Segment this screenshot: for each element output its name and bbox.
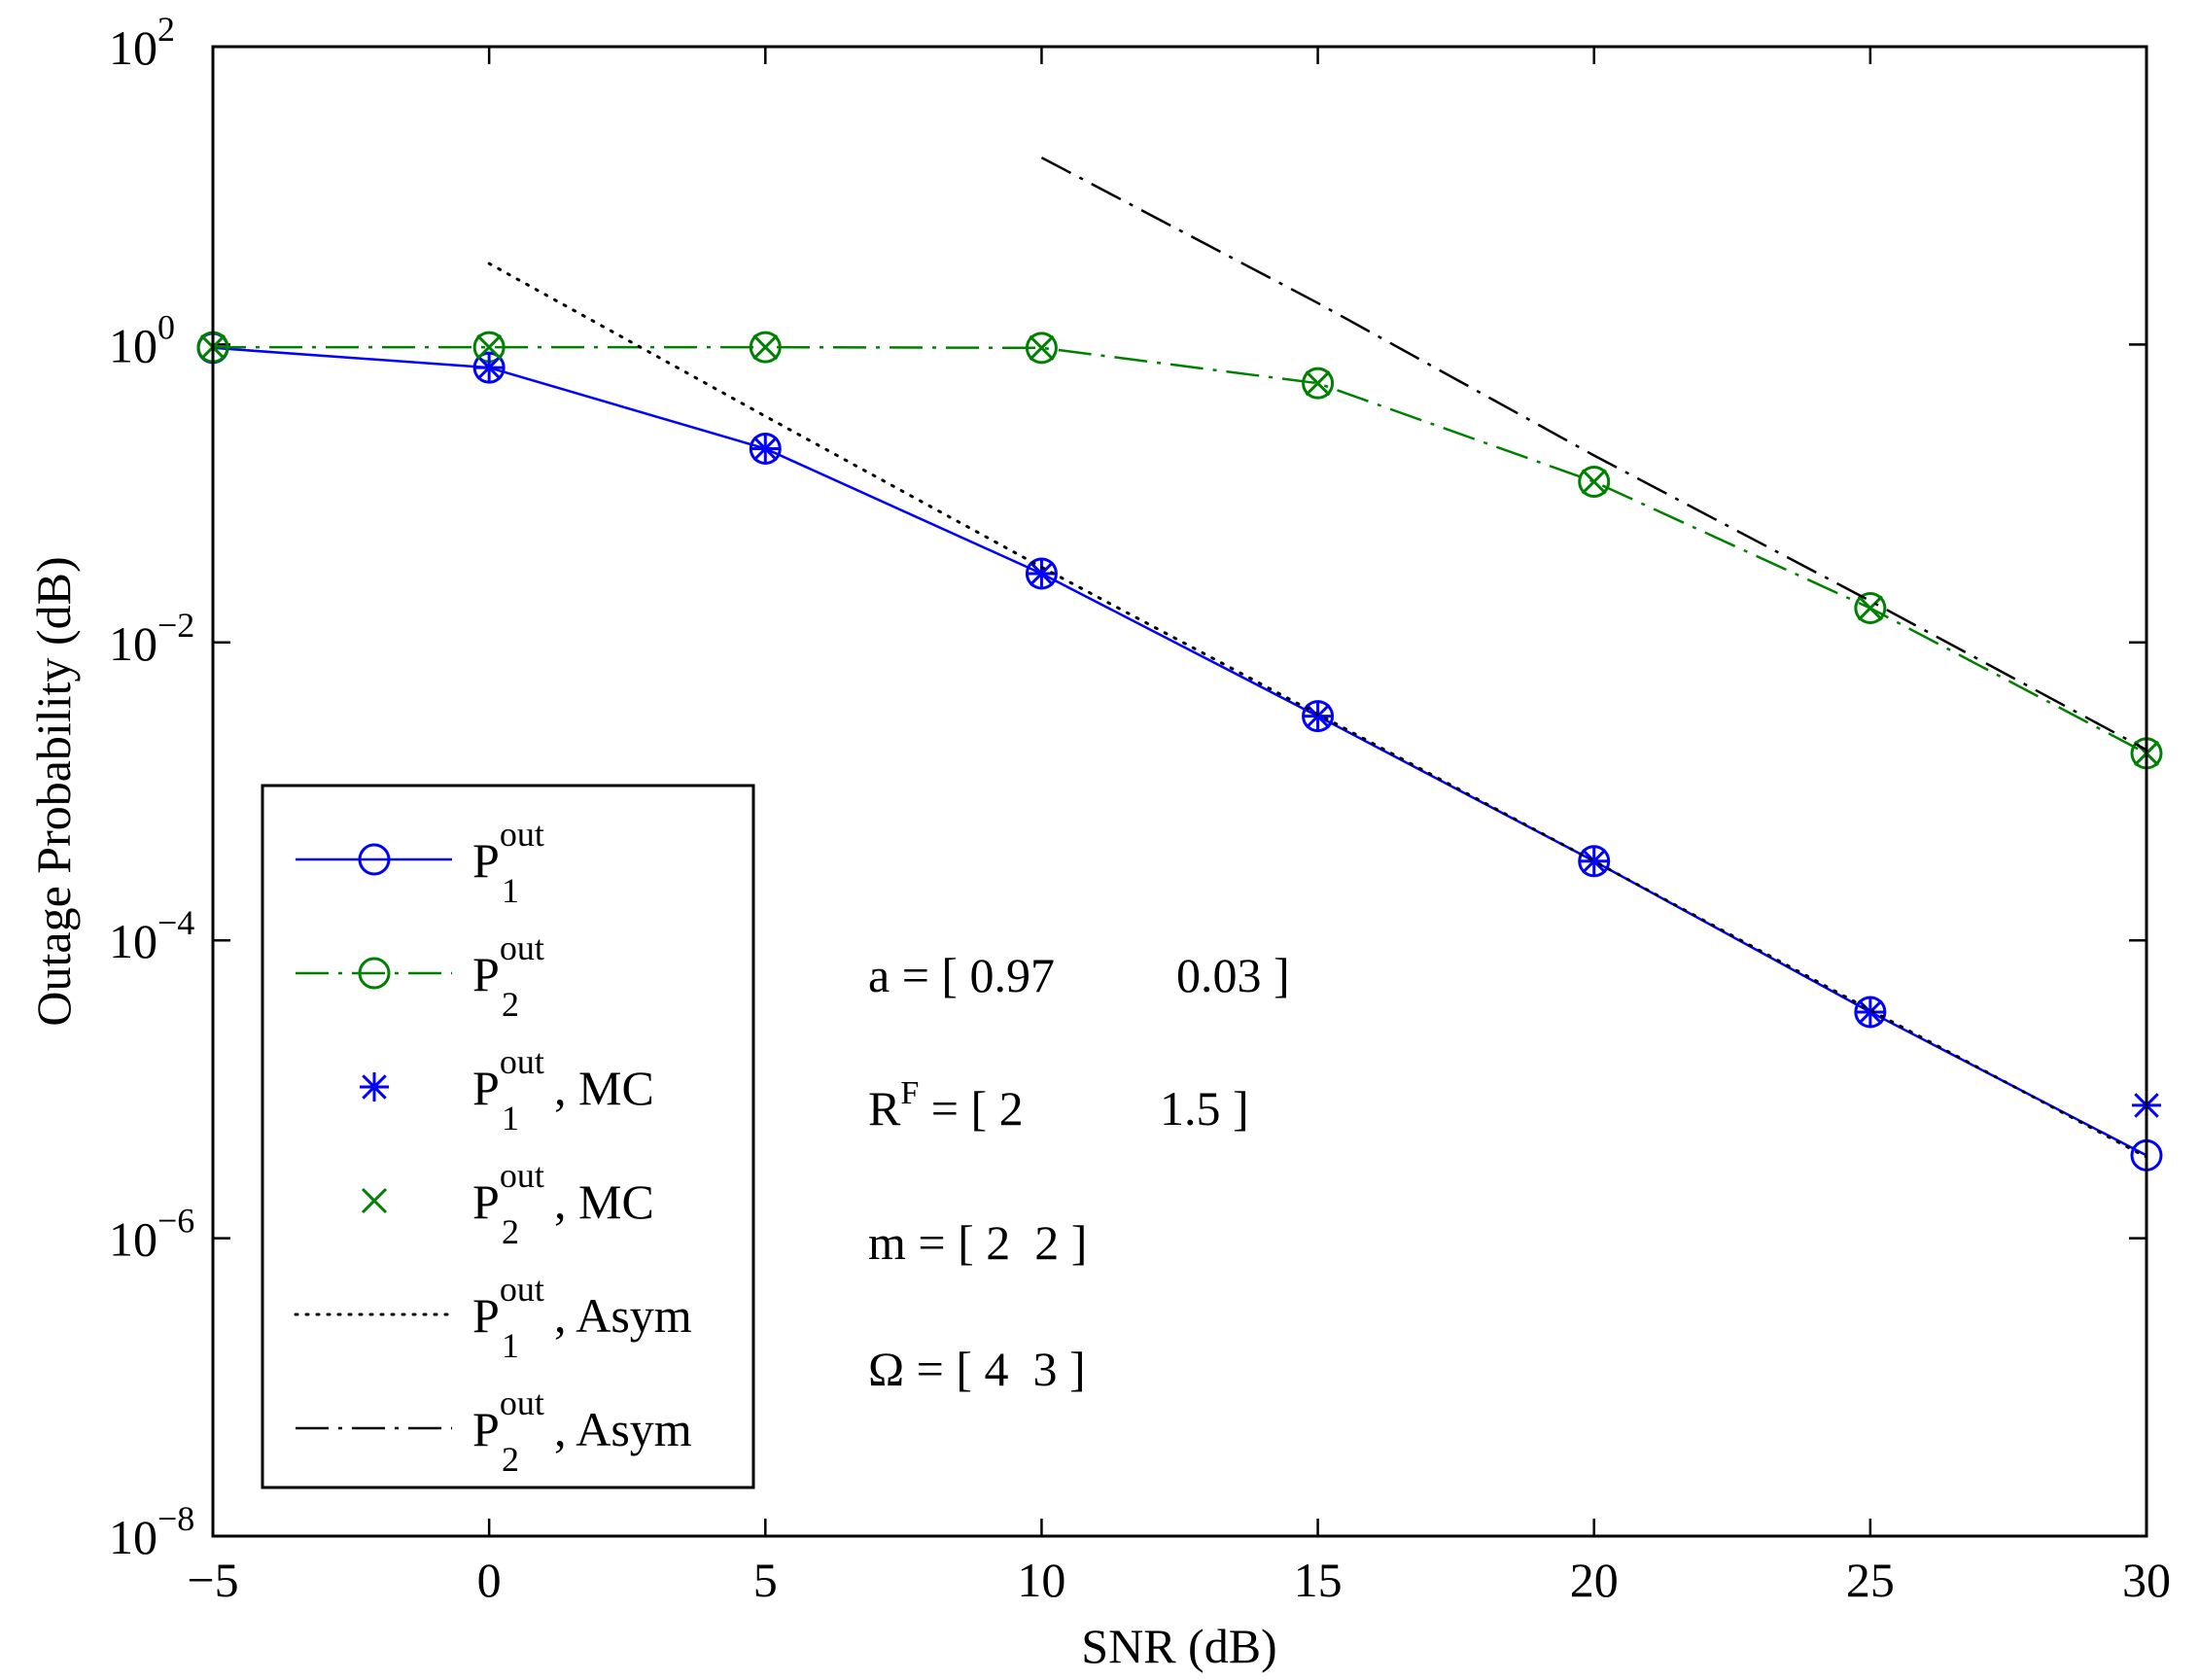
annotation-rf: RF = [ 2 1.5 ] (868, 1075, 1249, 1136)
marker-x (476, 334, 503, 361)
series-line (487, 262, 2148, 1159)
legend-entry: Pout 1, MC (360, 1042, 654, 1138)
annotation-rf-suffix: 1.5 ] (1160, 1081, 1249, 1136)
annotation-rf-main: R (868, 1081, 901, 1136)
marker-x (1857, 595, 1883, 621)
marker-x (1029, 334, 1055, 361)
x-tick-label: −5 (187, 1553, 238, 1607)
marker-circle (1578, 465, 1611, 498)
legend-label: Pout 2, MC (472, 1156, 654, 1251)
legend-entry: Pout 2 (296, 928, 544, 1024)
legend-entry: Pout 2, MC (361, 1156, 654, 1251)
x-tick-label: 5 (753, 1553, 778, 1607)
legend-label: Pout 2, Asym (472, 1383, 692, 1479)
legend-entries: Pout 1 Pout 2 Pout 1, MC Pout 2, MC Pout 1, Asym P… (294, 815, 692, 1479)
marker-circle (1854, 591, 1887, 624)
x-tick-label: 15 (1294, 1553, 1343, 1607)
annotation-m: m = [ 2 2 ] (868, 1215, 1087, 1270)
legend-entry: Pout 2, Asym (296, 1383, 692, 1479)
annotation-rf-sup: F (900, 1075, 919, 1111)
series-layer (196, 156, 2163, 1172)
annotation-a-prefix: a = [ 0.97 (868, 948, 1055, 1002)
legend: Pout 1 Pout 2 Pout 1, MC Pout 2, MC Pout 1, Asym P… (261, 784, 755, 1489)
marker-star (1855, 997, 1885, 1027)
legend-entry: Pout 1 (296, 815, 544, 910)
y-tick-label: 10−4 (109, 903, 194, 968)
x-tick-label: 0 (477, 1553, 502, 1607)
y-tick-label: 10−2 (109, 606, 194, 671)
x-tick-label: 25 (1846, 1553, 1895, 1607)
y-tick-label: 102 (109, 10, 175, 75)
marker-x (1581, 469, 1607, 495)
annotation-a-suffix: 0.03 ] (1176, 948, 1290, 1002)
marker-star (750, 434, 781, 464)
series-6 (1040, 156, 2147, 752)
annotation-rf-prefix: = [ 2 (919, 1081, 1023, 1136)
series-line (213, 345, 2147, 754)
y-tick-label: 10−6 (109, 1202, 194, 1267)
marker-x (1305, 370, 1331, 397)
legend-label: Pout 1 (472, 815, 544, 910)
tick-labels: −5 0 5 10 15 20 25 30 102 100 10−2 10−4 10−6 10−8 (109, 10, 2171, 1607)
x-tick-label: 20 (1570, 1553, 1619, 1607)
legend-label: Pout 1, Asym (472, 1270, 692, 1365)
x-tick-label: 10 (1017, 1553, 1065, 1607)
legend-label: Pout 1, MC (472, 1042, 654, 1138)
y-axis-label: Outage Probability (dB) (26, 556, 81, 1026)
marker-circle (749, 331, 782, 364)
marker-star (474, 353, 505, 383)
annotation-a: a = [ 0.97 0.03 ] (868, 948, 1290, 1002)
series-line (1040, 156, 2147, 752)
series-2 (196, 331, 2163, 770)
legend-box (261, 784, 755, 1489)
marker-circle (1302, 367, 1335, 400)
legend-entry: Pout 1, Asym (294, 1270, 692, 1365)
marker-star (1303, 701, 1333, 731)
marker-x (361, 1187, 388, 1214)
parameter-annotations: a = [ 0.97 0.03 ] RF = [ 2 1.5 ] m = [ 2… (868, 948, 1290, 1396)
plot-area-frame (211, 45, 2148, 1538)
marker-star (1579, 846, 1609, 876)
marker-circle (358, 843, 391, 876)
x-axis-label: SNR (dB) (1081, 1619, 1276, 1673)
marker-x (752, 334, 779, 361)
marker-circle (1025, 332, 1058, 365)
annotation-omega: Ω = [ 4 3 ] (868, 1342, 1086, 1396)
y-tick-label: 100 (109, 307, 175, 372)
marker-circle (358, 957, 391, 990)
marker-star (360, 1072, 389, 1102)
x-tick-label: 30 (2122, 1553, 2171, 1607)
y-tick-label: 10−8 (109, 1499, 194, 1564)
legend-label: Pout 2 (472, 928, 544, 1024)
series-5 (487, 262, 2148, 1159)
series-4 (199, 334, 2160, 766)
